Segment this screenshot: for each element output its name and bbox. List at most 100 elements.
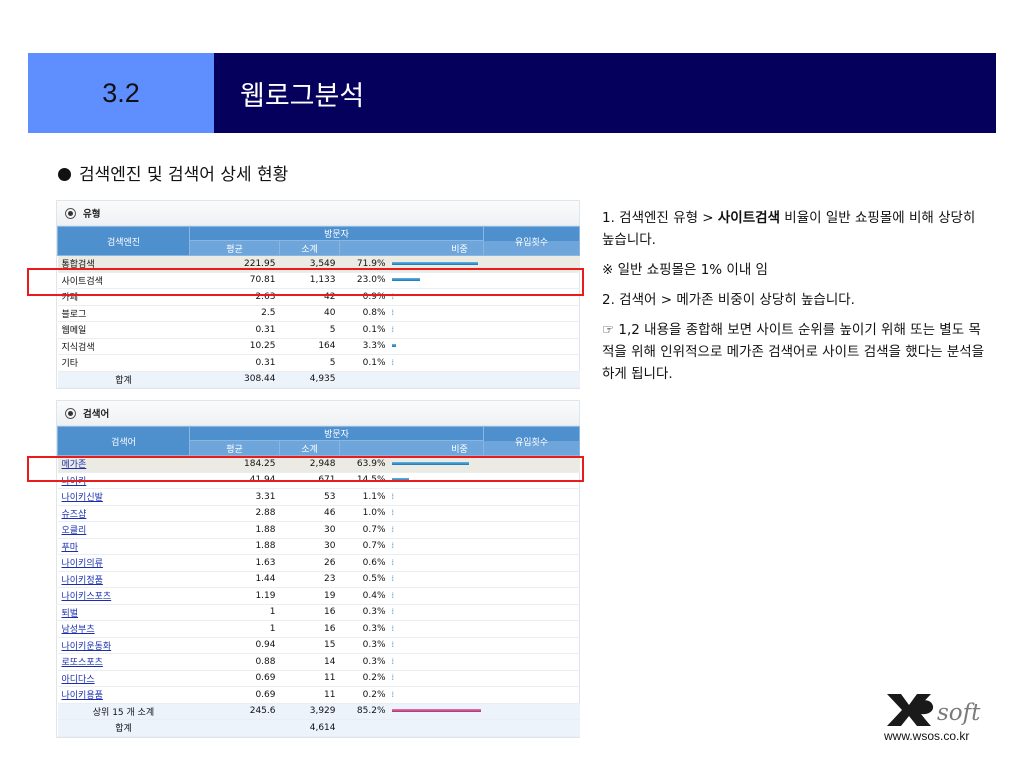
note-1-emphasis: 사이트검색 (717, 210, 780, 226)
subtotal-value: 46 (279, 505, 340, 522)
subtotal-value: 40 (279, 305, 340, 322)
share-cell: 0.1% ⁞ (339, 354, 580, 372)
keyword-link[interactable]: 남성부츠 (61, 625, 95, 636)
pointing-hand-icon: ☞ (602, 322, 615, 338)
avg-value (189, 719, 280, 737)
note-4: ☞ 1,2 내용을 종합해 보면 사이트 순위를 높이기 위해 또는 별도 목적… (602, 319, 992, 385)
section-heading: 검색엔진 및 검색어 상세 현황 (58, 160, 288, 185)
subtotal-value: 4,614 (279, 719, 340, 737)
avg-value: 2.63 (189, 288, 280, 306)
note-1-prefix: 1. 검색엔진 유형 > (602, 210, 718, 226)
col-engine[interactable]: 검색엔진 (57, 226, 190, 256)
subtotal-value: 3,929 (279, 703, 340, 720)
keyword-link[interactable]: 나이키운동화 (61, 641, 112, 652)
share-bar (391, 461, 469, 465)
row-name-cell: 오클리 (57, 521, 190, 539)
mini-bar-icon: ⁞ (391, 640, 395, 650)
keyword-link[interactable]: 나이키의류 (61, 559, 103, 570)
radio-icon[interactable] (65, 407, 76, 419)
share-percent: 0.6% (362, 557, 386, 568)
row-name-cell: 지식검색 (57, 338, 190, 355)
note-1: 1. 검색엔진 유형 > 사이트검색 비율이 일반 쇼핑몰에 비해 상당히 높습… (602, 207, 992, 251)
keyword-link[interactable]: 나이키정품 (61, 575, 103, 586)
keyword-link[interactable]: 나이키용품 (61, 691, 103, 702)
row-name-cell: 블로그 (57, 305, 190, 322)
row-name-cell: 기타 (57, 354, 190, 372)
subtotal-value: 2,948 (279, 455, 340, 473)
col-keyword[interactable]: 검색어 (57, 426, 190, 456)
section-heading-text: 검색엔진 및 검색어 상세 현황 (79, 165, 289, 185)
share-cell: 1.0% ⁞ (339, 505, 580, 522)
mini-bar-icon: ⁞ (391, 291, 395, 301)
share-cell: 0.8% ⁞ (339, 305, 580, 322)
share-percent: 0.3% (362, 640, 386, 651)
avg-value: 70.81 (189, 272, 280, 289)
keyword-link[interactable]: 퇴벌 (61, 608, 79, 619)
subtotal-value: 16 (279, 620, 340, 638)
keyword-link[interactable]: 아디다스 (61, 674, 95, 685)
radio-icon[interactable] (65, 207, 76, 219)
share-percent: 0.1% (362, 357, 386, 368)
share-percent: 71.9% (356, 258, 386, 269)
keyword-link[interactable]: 푸마 (61, 542, 79, 553)
share-cell: 23.0% (339, 272, 580, 289)
avg-value: 2.88 (189, 505, 280, 522)
mini-bar-icon: ⁞ (391, 574, 395, 584)
avg-value: 1 (189, 604, 280, 621)
share-cell: 0.3% ⁞ (339, 637, 580, 654)
share-percent: 0.7% (362, 524, 386, 535)
row-name-cell: 남성부츠 (57, 620, 190, 638)
share-percent: 1.1% (362, 491, 386, 502)
share-cell: 63.9% (339, 455, 580, 473)
avg-value: 3.31 (189, 488, 280, 506)
col-subtotal[interactable]: 소계 (279, 240, 340, 256)
subtotal-label: 상위 15 개 소계 (57, 703, 190, 720)
mini-bar-icon: ⁞ (391, 524, 395, 534)
share-bar (391, 478, 409, 482)
col-subtotal[interactable]: 소계 (279, 440, 340, 456)
total-row: 합계4,6145,193 (57, 719, 580, 737)
row-name-cell: 사이트검색 (57, 272, 190, 289)
analysis-notes: 1. 검색엔진 유형 > 사이트검색 비율이 일반 쇼핑몰에 비해 상당히 높습… (602, 207, 992, 393)
subtotal-value: 11 (279, 686, 340, 704)
mini-bar-icon: ⁞ (391, 623, 395, 633)
section-number: 3.2 (28, 53, 214, 133)
row-name-cell: 나이키스포츠 (57, 587, 190, 605)
mini-bar-icon: ⁞ (391, 357, 395, 367)
share-percent: 0.3% (362, 656, 386, 667)
subtotal-value: 16 (279, 604, 340, 621)
share-percent: 0.8% (362, 308, 386, 319)
share-percent: 0.5% (362, 574, 386, 585)
subtotal-value: 164 (279, 338, 340, 355)
panel-title: 유형 (83, 209, 101, 220)
avg-value: 1.88 (189, 538, 280, 555)
keyword-link[interactable]: 로또스포츠 (61, 658, 103, 669)
avg-value: 1.88 (189, 521, 280, 539)
keyword-link[interactable]: 나이키스포츠 (61, 592, 112, 603)
keyword-link[interactable]: 슈즈샵 (61, 509, 87, 520)
share-bar (391, 344, 396, 348)
keyword-link[interactable]: 메가존 (61, 460, 87, 471)
col-avg[interactable]: 평균 (189, 440, 280, 456)
share-percent: 0.2% (362, 689, 386, 700)
subtotal-value: 53 (279, 488, 340, 506)
row-name-cell: 카페 (57, 288, 190, 306)
mini-bar-icon: ⁞ (391, 590, 395, 600)
share-bar (391, 261, 478, 265)
keyword-link[interactable]: 나이키신발 (61, 493, 103, 504)
keyword-link[interactable]: 오클리 (61, 526, 87, 537)
share-percent: 1.0% (362, 508, 386, 519)
share-cell: 1.1% ⁞ (339, 488, 580, 506)
share-percent: 0.3% (362, 607, 386, 618)
col-avg[interactable]: 평균 (189, 240, 280, 256)
